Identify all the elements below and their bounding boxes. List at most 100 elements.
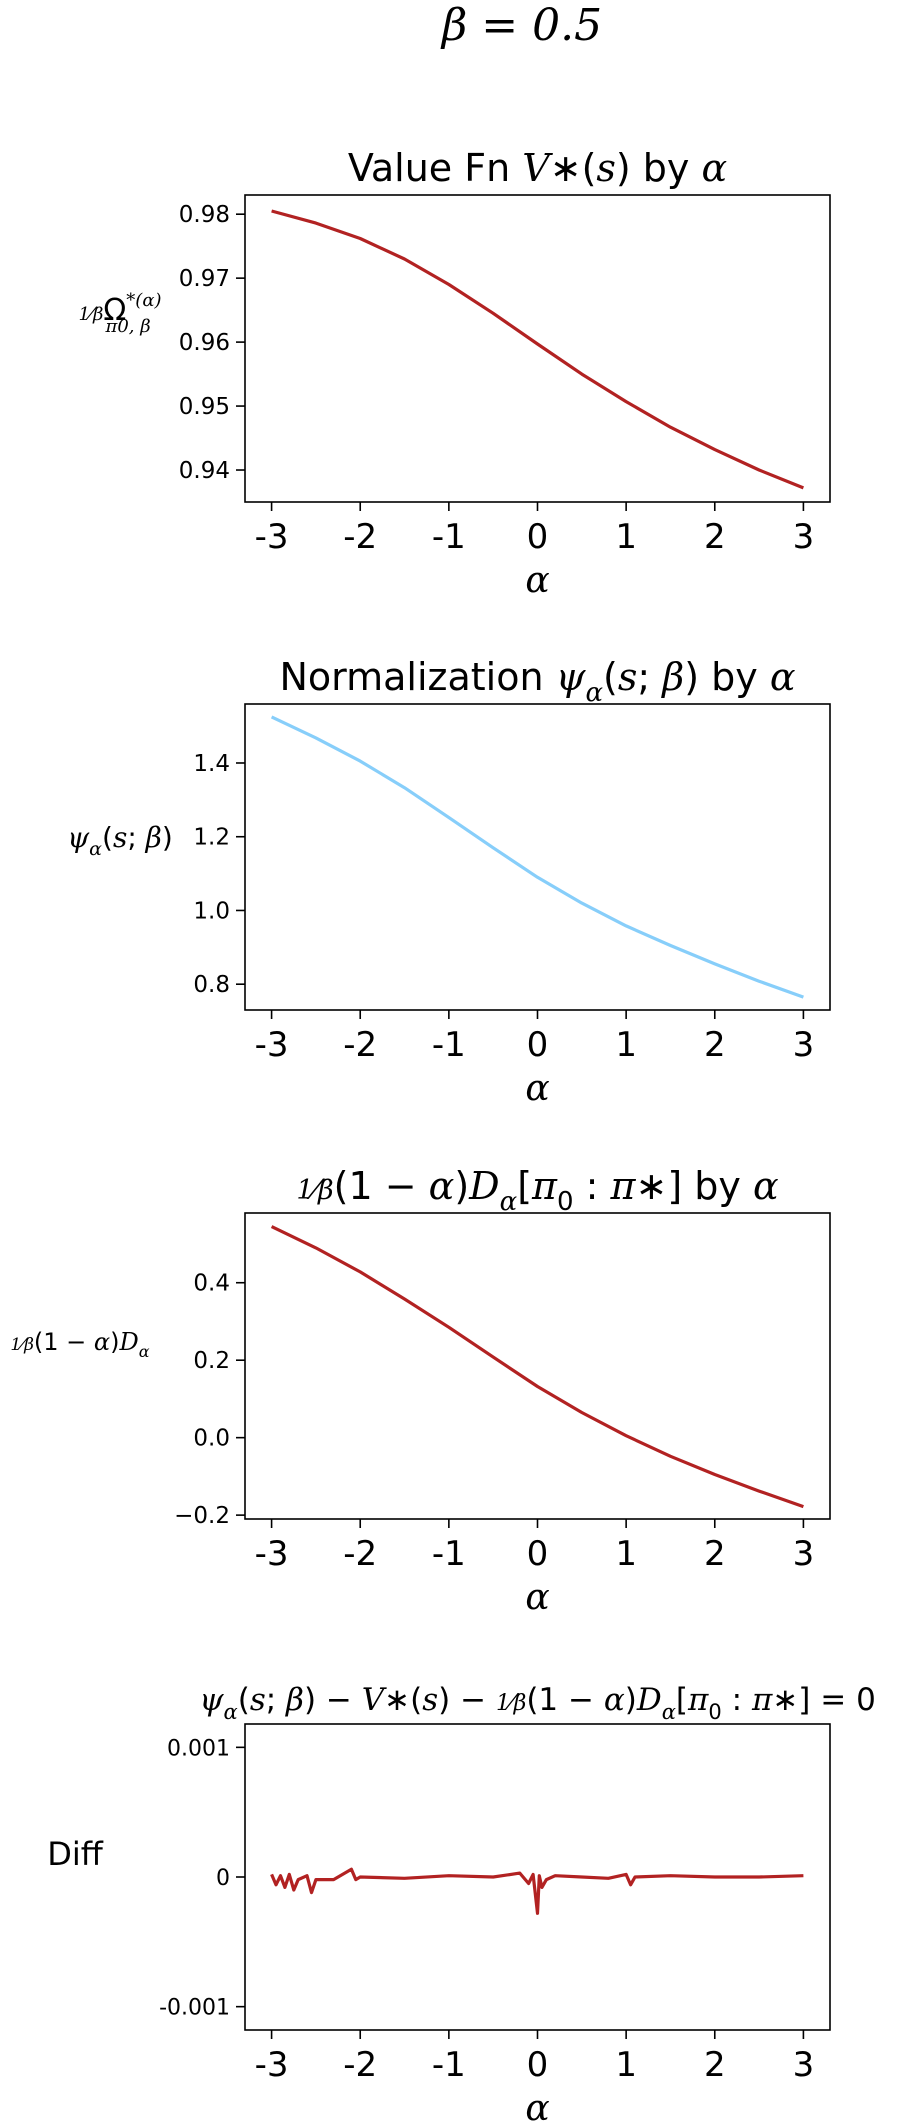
- series-line: [270, 1867, 804, 1915]
- label-part: π: [531, 1164, 558, 1208]
- y-tick-label: 1.0: [193, 898, 230, 924]
- label-part: 1⁄β: [496, 1691, 526, 1716]
- label-part: V: [522, 146, 553, 190]
- x-tick-label: 1: [615, 517, 637, 557]
- label-part: ∗: [772, 1682, 798, 1718]
- label-part: ∗: [636, 1164, 668, 1208]
- x-tick-label: -1: [432, 2045, 466, 2085]
- label-part: ] = 0: [798, 1682, 876, 1718]
- label-part: [: [517, 1164, 532, 1208]
- label-part: π: [751, 1682, 773, 1718]
- label-part: α: [770, 655, 796, 699]
- label-part: α: [94, 1328, 110, 1356]
- label-part: α: [604, 1682, 625, 1718]
- x-tick-label: -3: [255, 2045, 289, 2085]
- x-tick-label: 0: [527, 1534, 549, 1574]
- label-part: Normalization: [280, 655, 556, 699]
- y-tick-label: 0.8: [193, 972, 230, 998]
- label-part: 0: [557, 1187, 574, 1217]
- subplot-title: 1⁄β(1 − α)Dα[π0 : π∗] by α: [296, 1164, 778, 1217]
- label-part: (: [102, 821, 113, 854]
- y-tick-label: −0.2: [174, 1503, 230, 1529]
- label-part: ;: [637, 655, 662, 699]
- x-tick-label: -1: [432, 1534, 466, 1574]
- label-part: ) −: [438, 1682, 496, 1718]
- label-part: s: [113, 821, 127, 854]
- x-tick-label: -2: [343, 2045, 377, 2085]
- label-part: ) by: [616, 146, 702, 190]
- label-part: ) −: [304, 1682, 362, 1718]
- label-part: D: [468, 1164, 499, 1208]
- label-part: β: [285, 1682, 304, 1718]
- x-tick-label: -1: [432, 1025, 466, 1065]
- label-part: 0: [708, 1700, 721, 1724]
- x-axis-label: α: [525, 560, 549, 601]
- label-part: ∗: [550, 146, 582, 190]
- label-part: (: [410, 1682, 422, 1718]
- x-axis-label: α: [525, 2088, 549, 2128]
- label-part: s: [422, 1682, 438, 1718]
- label-part: α: [89, 838, 102, 860]
- y-tick-label: 0.98: [179, 202, 230, 228]
- label-part: π0, β: [105, 316, 151, 337]
- label-part: α: [224, 1700, 238, 1724]
- subplot-1: Value Fn V∗(s) by α -3 -2 -1 0 1 2 3 α 0.94 0.95 0.…: [78, 146, 831, 601]
- figure-suptitle: β = 0.5: [440, 0, 602, 51]
- subplot-4: ψα(s; β) − V∗(s) − 1⁄β(1 − α)Dα[π0 : π∗]…: [47, 1682, 876, 2128]
- label-part: V: [362, 1682, 388, 1718]
- label-part: s: [618, 655, 638, 699]
- x-tick-label: 2: [704, 517, 726, 557]
- series-line: [270, 715, 804, 999]
- label-part: β: [660, 655, 684, 699]
- label-part: ): [625, 1682, 637, 1718]
- y-tick-label: 0.4: [193, 1271, 230, 1297]
- y-tick-label: 0.95: [179, 394, 230, 420]
- label-part: α: [500, 1187, 518, 1217]
- label-part: α: [429, 1164, 455, 1208]
- x-tick-label: -1: [432, 517, 466, 557]
- label-part: Ω: [103, 293, 126, 328]
- label-part: ;: [127, 821, 145, 854]
- subplot-title: Value Fn V∗(s) by α: [348, 146, 727, 190]
- series-line: [271, 209, 804, 490]
- label-part: α: [662, 1700, 676, 1724]
- y-tick-label: 1.4: [193, 751, 230, 777]
- x-tick-label: -2: [343, 1025, 377, 1065]
- y-tick-label: 0.0: [193, 1426, 230, 1452]
- y-tick-label: -0.001: [159, 1996, 230, 2021]
- label-part: 1⁄β: [78, 304, 103, 325]
- label-part: 1⁄β: [10, 1335, 34, 1355]
- label-part: (: [603, 655, 618, 699]
- label-part: ) by: [684, 655, 770, 699]
- label-part: ψ: [67, 821, 90, 854]
- label-part: ): [162, 821, 173, 854]
- y-tick-label: 0.2: [193, 1348, 230, 1374]
- label-part: D: [119, 1328, 139, 1356]
- x-tick-label: -3: [255, 1534, 289, 1574]
- x-axis-label: α: [525, 1577, 549, 1618]
- label-part: (1 −: [34, 1328, 94, 1356]
- label-part: s: [596, 146, 616, 190]
- y-tick-label: 0.96: [179, 330, 230, 356]
- x-tick-label: 3: [793, 517, 815, 557]
- x-tick-label: 3: [793, 2045, 815, 2085]
- label-part: β: [145, 821, 162, 854]
- subplot-2: Normalization ψα(s; β) by α-3 -2 -1 0 1 2 3α0.…: [67, 655, 831, 1109]
- label-part: (: [238, 1682, 250, 1718]
- label-part: π: [687, 1682, 709, 1718]
- label-part: (1 −: [526, 1682, 604, 1718]
- label-part: ψ: [556, 655, 587, 699]
- label-part: (1 −: [334, 1164, 429, 1208]
- label-part: :: [722, 1682, 752, 1718]
- y-axis-label: 1⁄βΩ*(α) π0, β: [78, 290, 161, 337]
- x-tick-label: 1: [615, 2045, 637, 2085]
- label-part: ): [110, 1328, 119, 1356]
- label-part: ] by: [667, 1164, 753, 1208]
- subplot-3: 1⁄β(1 − α)Dα[π0 : π∗] by α-3 -2 -1 0 1 2 3α−0.…: [10, 1164, 831, 1618]
- x-tick-label: 2: [704, 1025, 726, 1065]
- x-tick-label: 0: [527, 1025, 549, 1065]
- label-part: D: [636, 1682, 662, 1718]
- x-tick-label: 1: [615, 1025, 637, 1065]
- subplot-title: ψα(s; β) − V∗(s) − 1⁄β(1 − α)Dα[π0 : π∗]…: [199, 1682, 876, 1724]
